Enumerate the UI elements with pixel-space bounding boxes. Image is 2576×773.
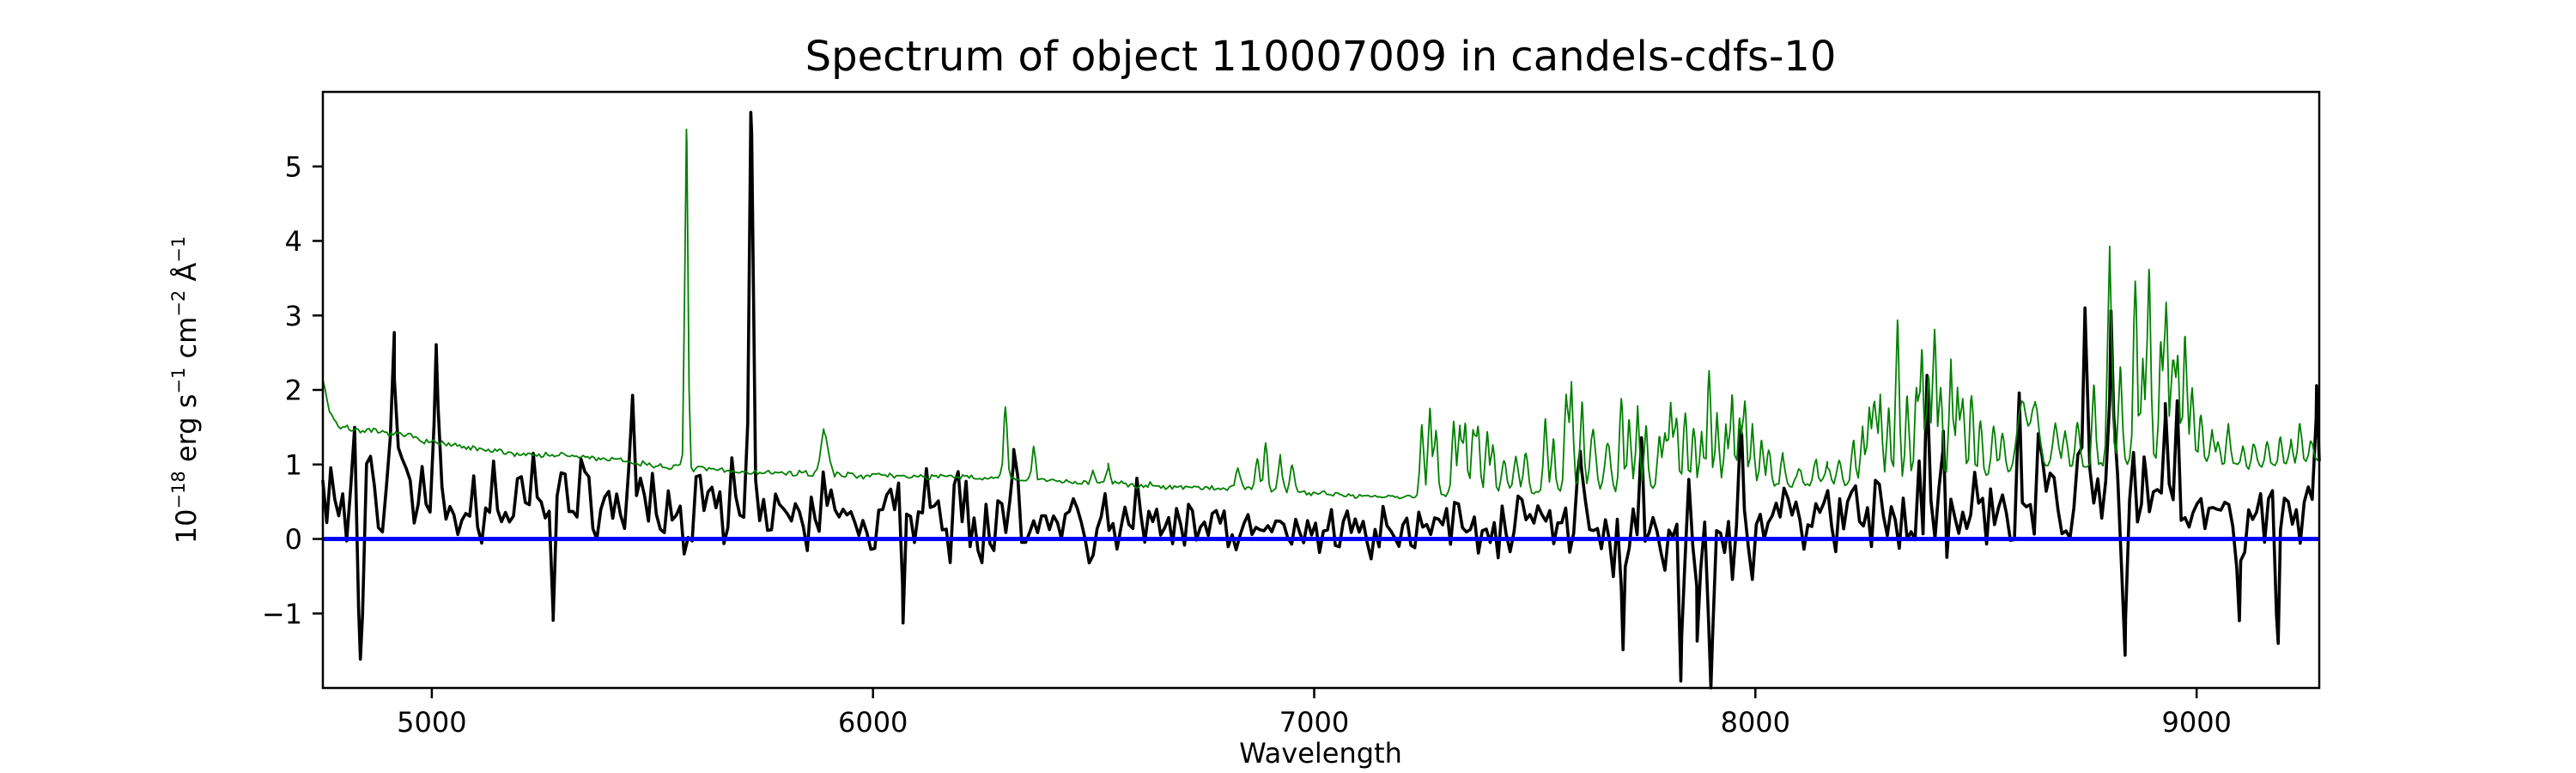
plot-data-layer (321, 111, 2321, 690)
x-tick-label: 8000 (1721, 706, 1790, 739)
x-tick-label: 7000 (1279, 706, 1349, 739)
noise-spectrum-line (322, 128, 2320, 500)
y-tick-label: −1 (262, 598, 302, 630)
y-axis-label: 10−18 erg s−1 cm−2 Å−1 (168, 236, 203, 545)
y-tick-label: 5 (285, 150, 302, 183)
y-tick-label: 3 (285, 300, 302, 332)
chart-title: Spectrum of object 110007009 in candels-… (805, 33, 1837, 81)
axes-layer: 5000 6000 7000 8000 9000 −1 0 1 2 3 4 5 (262, 90, 2321, 739)
x-tick-label: 5000 (397, 706, 466, 739)
x-tick-label: 6000 (838, 706, 908, 739)
y-tick-label: 0 (285, 523, 302, 556)
x-tick-label: 9000 (2161, 706, 2231, 739)
y-tick-label: 1 (285, 448, 302, 481)
y-tick-label: 4 (285, 225, 302, 258)
y-tick-label: 2 (285, 374, 302, 407)
x-axis-label: Wavelength (1239, 737, 1402, 770)
